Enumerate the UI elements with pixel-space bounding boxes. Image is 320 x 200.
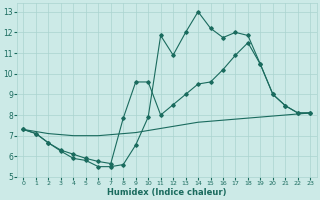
- X-axis label: Humidex (Indice chaleur): Humidex (Indice chaleur): [107, 188, 227, 197]
